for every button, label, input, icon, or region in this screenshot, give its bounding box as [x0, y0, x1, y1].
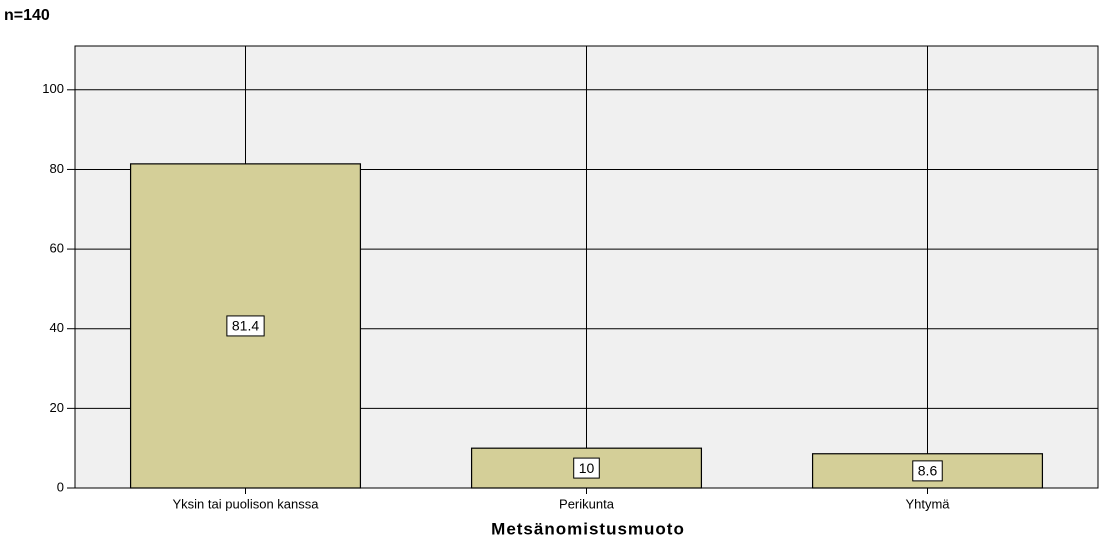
y-tick-label: 40 [50, 320, 64, 335]
value-label-box [226, 315, 265, 337]
value-label: 10 [579, 460, 595, 476]
value-label-box [573, 457, 600, 479]
chart-title: n=140 [4, 7, 50, 24]
x-axis-label: Metsänomistusmuoto [491, 519, 685, 538]
bar [811, 453, 1044, 489]
value-label: 8.6 [918, 463, 938, 479]
y-tick-label: 0 [57, 479, 64, 494]
y-tick-label: 100 [42, 81, 64, 96]
value-label: 81.4 [232, 318, 259, 334]
y-tick-label: 20 [50, 400, 64, 415]
y-tick-label: 60 [50, 241, 64, 256]
value-label-box [912, 460, 943, 482]
x-tick-label: Perikunta [559, 496, 615, 511]
x-tick-label: Yhtymä [905, 496, 950, 511]
y-tick-label: 80 [50, 161, 64, 176]
x-tick-label: Yksin tai puolison kanssa [173, 496, 320, 511]
